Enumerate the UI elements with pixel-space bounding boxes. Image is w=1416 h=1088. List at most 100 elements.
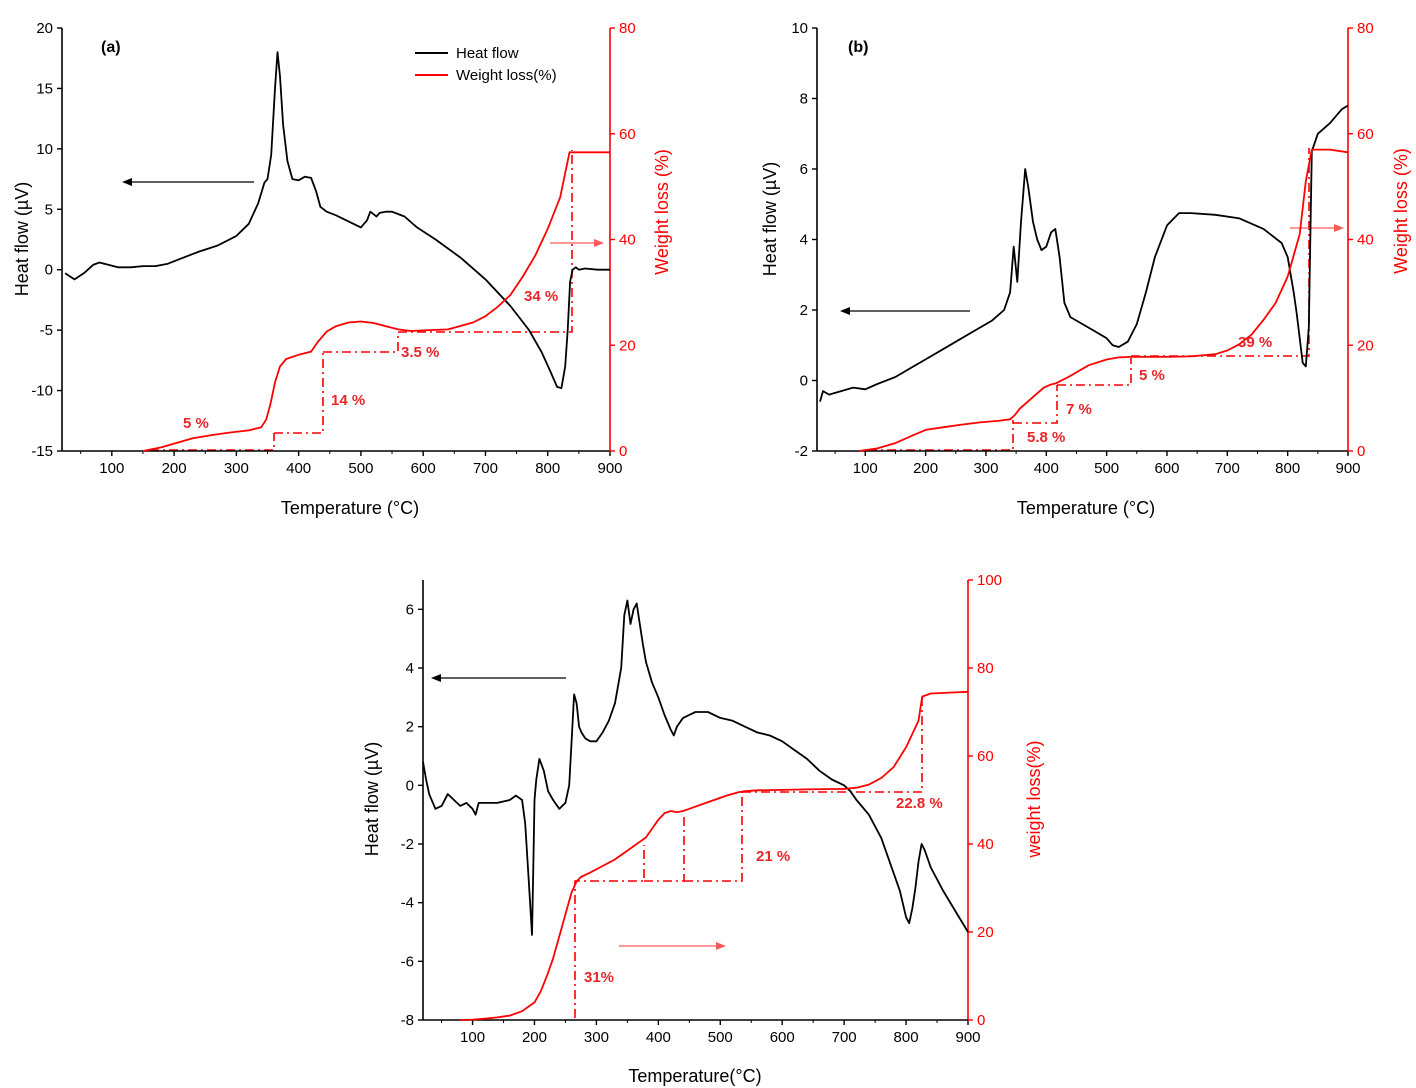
panel-b-y-tick-label: 2 bbox=[800, 302, 808, 319]
panel-c-y2-tick-label: 80 bbox=[977, 660, 994, 677]
panel-a-left-axis-title: Heat flow (µV) bbox=[12, 182, 32, 296]
panel-c-x-tick-label: 100 bbox=[460, 1029, 485, 1046]
panel-a-series-weight-loss bbox=[142, 151, 610, 452]
panel-a-arrows bbox=[122, 178, 604, 247]
panel-b-guide-step3 bbox=[1057, 358, 1132, 386]
panel-a-annotation-3-5pct: 3.5 % bbox=[401, 344, 439, 361]
panel-b-x-axis-title: Temperature (°C) bbox=[1017, 498, 1155, 518]
panel-b-x-tick-label: 100 bbox=[853, 460, 878, 477]
panel-a-x-axis-title: Temperature (°C) bbox=[281, 498, 419, 518]
panel-b-arrows bbox=[840, 224, 1344, 315]
panel-c-y-tick-label: -2 bbox=[401, 836, 414, 853]
panel-a-guide-step1 bbox=[150, 433, 275, 451]
panel-b-guide-step1 bbox=[868, 420, 1014, 451]
panel-c-y2-tick-label: 20 bbox=[977, 924, 994, 941]
panel-a-x-tick-label: 300 bbox=[224, 460, 249, 477]
panel-a-legend: Heat flow Weight loss(%) bbox=[415, 45, 557, 84]
panel-c-annotation-21pct: 21 % bbox=[756, 848, 790, 865]
panel-a-right-arrowhead bbox=[594, 239, 604, 247]
panel-b-x-tick-label: 800 bbox=[1275, 460, 1300, 477]
panel-b-y2-tick-label: 20 bbox=[1357, 337, 1374, 354]
panel-c-y2-tick-label: 60 bbox=[977, 748, 994, 765]
panel-b-y-tick-label: 8 bbox=[800, 91, 808, 108]
panel-b-y-tick-label: 10 bbox=[791, 20, 808, 37]
panel-c-series-heat-flow bbox=[422, 599, 969, 936]
panel-c-left-axis-title: Heat flow (µV) bbox=[362, 742, 382, 856]
panel-a-series-heat-flow bbox=[64, 51, 610, 390]
panel-a-y-tick-label: -15 bbox=[31, 443, 53, 460]
panel-a-left-arrowhead bbox=[122, 178, 132, 186]
panel-c-y-tick-label: 4 bbox=[406, 660, 414, 677]
panel-c-y2-tick-label: 100 bbox=[977, 572, 1002, 589]
panel-b-y-tick-label: 0 bbox=[800, 373, 808, 390]
panel-b-y2-tick-label: 80 bbox=[1357, 20, 1374, 37]
panel-a-annotation-5pct: 5 % bbox=[183, 415, 209, 432]
panel-c-y-tick-label: 6 bbox=[406, 601, 414, 618]
panel-a-annotation-34pct: 34 % bbox=[524, 288, 558, 305]
panel-c-y-tick-label: -4 bbox=[401, 895, 414, 912]
panel-a-y-tick-label: 5 bbox=[45, 201, 53, 218]
panel-a-x-tick-label: 500 bbox=[348, 460, 373, 477]
panel-b-x-tick-label: 200 bbox=[913, 460, 938, 477]
panel-c-y2-tick-label: 40 bbox=[977, 836, 994, 853]
panel-b-annotation-7pct: 7 % bbox=[1066, 401, 1092, 418]
panel-c-x-tick-label: 800 bbox=[894, 1029, 919, 1046]
panel-b-plot: 100 200 300 400 500 600 700 800 900-202468100204… bbox=[791, 20, 1373, 477]
panel-c-y-tick-label: 0 bbox=[406, 777, 414, 794]
panel-a-guide-step2 bbox=[274, 352, 324, 434]
panel-a-y-tick-label: 10 bbox=[36, 141, 53, 158]
chart-marks-layer: 100 200 300 400 500 600 700 800 900-15-10-505101… bbox=[31, 20, 1373, 1046]
panel-a-right-axis-title: Weight loss (%) bbox=[652, 149, 672, 275]
panel-b-chart: (b) 5.8 % 7 % 5 % 39 % Temperature (°C) … bbox=[760, 39, 1411, 518]
panel-c-step-guides bbox=[574, 694, 923, 1018]
panel-a-y-tick-label: 15 bbox=[36, 80, 53, 97]
panel-c-guide-step1 bbox=[574, 845, 645, 1018]
panel-a-x-tick-label: 400 bbox=[286, 460, 311, 477]
panel-a-y-tick-label: 20 bbox=[36, 20, 53, 37]
panel-c-x-tick-label: 300 bbox=[584, 1029, 609, 1046]
panel-b-y-tick-label: -2 bbox=[795, 443, 808, 460]
panel-a-annotation-14pct: 14 % bbox=[331, 392, 365, 409]
panel-c-right-arrowhead bbox=[716, 942, 726, 950]
panel-b-x-tick-label: 300 bbox=[973, 460, 998, 477]
panel-c-y-tick-label: -8 bbox=[401, 1012, 414, 1029]
panel-c-x-tick-label: 600 bbox=[770, 1029, 795, 1046]
legend-weight-loss-label: Weight loss(%) bbox=[456, 67, 557, 84]
panel-a-x-tick-label: 800 bbox=[535, 460, 560, 477]
panel-b-left-arrowhead bbox=[840, 307, 850, 315]
panel-b-y-tick-label: 6 bbox=[800, 161, 808, 178]
panel-b-annotation-39pct: 39 % bbox=[1238, 334, 1272, 351]
panel-c-annotation-31pct: 31% bbox=[584, 969, 614, 986]
panel-a-x-tick-label: 600 bbox=[411, 460, 436, 477]
panel-c-y-tick-label: -6 bbox=[401, 953, 414, 970]
panel-a-y2-tick-label: 20 bbox=[619, 337, 636, 354]
panel-c-x-axis-title: Temperature(°C) bbox=[628, 1066, 761, 1086]
panel-a-y2-tick-label: 0 bbox=[619, 443, 627, 460]
panel-c-x-tick-label: 500 bbox=[708, 1029, 733, 1046]
panel-b-y2-tick-label: 60 bbox=[1357, 126, 1374, 143]
panel-b-x-tick-label: 500 bbox=[1094, 460, 1119, 477]
panel-b-annotation-5pct: 5 % bbox=[1139, 367, 1165, 384]
panel-a-guide-step3 bbox=[323, 332, 399, 353]
panel-c-y-tick-label: 2 bbox=[406, 719, 414, 736]
panel-c-guide-step3 bbox=[684, 792, 743, 882]
panel-b-left-axis-title: Heat flow (µV) bbox=[760, 162, 780, 276]
panel-b-x-tick-label: 400 bbox=[1034, 460, 1059, 477]
panel-c-x-tick-label: 700 bbox=[832, 1029, 857, 1046]
panel-b-series-heat-flow bbox=[819, 104, 1349, 402]
panel-c-series-weight-loss bbox=[460, 690, 969, 1021]
panel-b-x-tick-label: 700 bbox=[1215, 460, 1240, 477]
panel-b-x-tick-label: 900 bbox=[1335, 460, 1360, 477]
panel-c-guide-step4 bbox=[742, 694, 923, 793]
panel-b-y2-tick-label: 0 bbox=[1357, 443, 1365, 460]
panel-a-y-tick-label: -10 bbox=[31, 383, 53, 400]
panel-b-annotation-5-8pct: 5.8 % bbox=[1027, 429, 1065, 446]
panel-a-label: (a) bbox=[101, 39, 121, 56]
panel-a-x-tick-label: 700 bbox=[473, 460, 498, 477]
panel-c-y2-tick-label: 0 bbox=[977, 1012, 985, 1029]
panel-b-guide-step2 bbox=[1013, 385, 1058, 424]
panel-a-step-guides bbox=[150, 150, 573, 451]
panel-c-arrows bbox=[431, 674, 726, 950]
panel-b-y2-tick-label: 40 bbox=[1357, 232, 1374, 249]
